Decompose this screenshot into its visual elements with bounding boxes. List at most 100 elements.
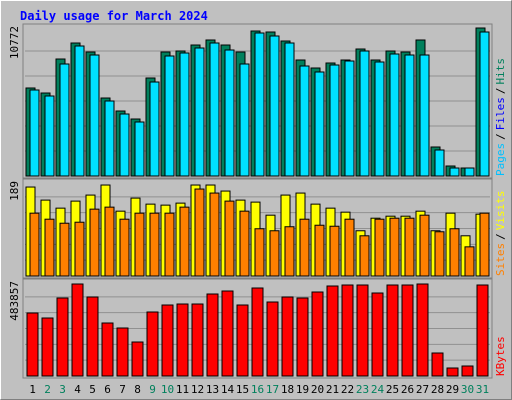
bar: [284, 42, 295, 177]
x-tick-label: 21: [326, 383, 339, 396]
bar: [89, 208, 100, 277]
x-tick-label: 3: [59, 383, 66, 396]
bar: [326, 285, 339, 377]
legend-item: Pages: [494, 143, 507, 176]
bar: [401, 284, 414, 377]
bar: [41, 317, 54, 377]
bar: [104, 100, 115, 177]
bar: [209, 42, 220, 177]
bar: [239, 63, 250, 177]
x-tick-label: 10: [161, 383, 174, 396]
x-tick-label: 29: [446, 383, 459, 396]
bar: [371, 292, 384, 377]
bar: [419, 54, 430, 177]
x-tick-label: 1: [29, 383, 36, 396]
y-axis-max-label: 483857: [8, 281, 21, 321]
x-tick-label: 24: [371, 383, 385, 396]
bar: [359, 50, 370, 177]
bar: [74, 221, 85, 277]
bar: [344, 60, 355, 177]
legend-item: Hits: [494, 58, 507, 85]
legend-item: KBytes: [494, 336, 507, 376]
legend-item: Files: [494, 97, 507, 130]
x-tick-label: 7: [119, 383, 126, 396]
bar: [464, 167, 475, 177]
bar: [449, 228, 460, 277]
bar: [44, 95, 55, 177]
x-tick-label: 4: [74, 383, 81, 396]
bar: [281, 296, 294, 377]
bar: [479, 212, 490, 277]
bar: [461, 365, 474, 377]
legend: Sites / Visits: [494, 191, 507, 277]
bar: [236, 304, 249, 377]
legend-item: Visits: [494, 191, 507, 231]
bar: [221, 290, 234, 377]
bar: [101, 322, 114, 377]
bar: [416, 283, 429, 377]
x-tick-label: 28: [431, 383, 444, 396]
bar: [254, 32, 265, 177]
bar: [299, 218, 310, 277]
x-tick-label: 8: [134, 383, 141, 396]
x-tick-label: 22: [341, 383, 354, 396]
bar: [314, 224, 325, 277]
legend-separator: /: [494, 88, 507, 95]
x-tick-label: 26: [401, 383, 414, 396]
bar: [134, 121, 145, 177]
bar: [164, 212, 175, 277]
bar: [251, 287, 264, 377]
x-tick-label: 25: [386, 383, 399, 396]
bar: [131, 341, 144, 377]
bar: [359, 235, 370, 277]
bar: [389, 53, 400, 177]
bar: [149, 81, 160, 177]
bar: [119, 113, 130, 177]
bar: [404, 54, 415, 177]
bar: [29, 89, 40, 177]
bar: [446, 367, 459, 377]
bar: [254, 228, 265, 277]
y-axis-max-label: 189: [8, 181, 21, 201]
bar: [89, 54, 100, 177]
x-tick-label: 16: [251, 383, 264, 396]
bar: [404, 217, 415, 277]
bar: [86, 296, 99, 377]
x-tick-label: 15: [236, 383, 249, 396]
bar: [431, 352, 444, 377]
bar: [434, 231, 445, 277]
bar: [284, 226, 295, 277]
x-tick-label: 20: [311, 383, 324, 396]
bar: [479, 31, 490, 177]
bar: [134, 212, 145, 277]
legend: Pages / Files / Hits: [494, 58, 507, 176]
bar: [164, 55, 175, 177]
bar: [374, 218, 385, 277]
bar: [389, 217, 400, 277]
y-axis-max-label: 10772: [8, 26, 21, 59]
bar: [59, 222, 70, 277]
bar: [299, 65, 310, 177]
x-tick-label: 31: [476, 383, 489, 396]
bar: [374, 61, 385, 177]
bar: [269, 35, 280, 177]
bar: [44, 218, 55, 277]
legend-separator: /: [494, 133, 507, 140]
chart-title: Daily usage for March 2024: [20, 9, 208, 23]
x-tick-label: 14: [221, 383, 235, 396]
bar: [476, 284, 489, 377]
bar: [29, 212, 40, 277]
x-tick-label: 5: [89, 383, 96, 396]
bar: [206, 293, 219, 377]
bar: [116, 327, 129, 377]
bar: [56, 297, 69, 377]
bar: [224, 200, 235, 277]
bar: [341, 284, 354, 377]
x-tick-label: 17: [266, 383, 279, 396]
bar: [149, 212, 160, 277]
bar: [26, 312, 39, 377]
bar: [311, 291, 324, 377]
bar: [59, 63, 70, 177]
